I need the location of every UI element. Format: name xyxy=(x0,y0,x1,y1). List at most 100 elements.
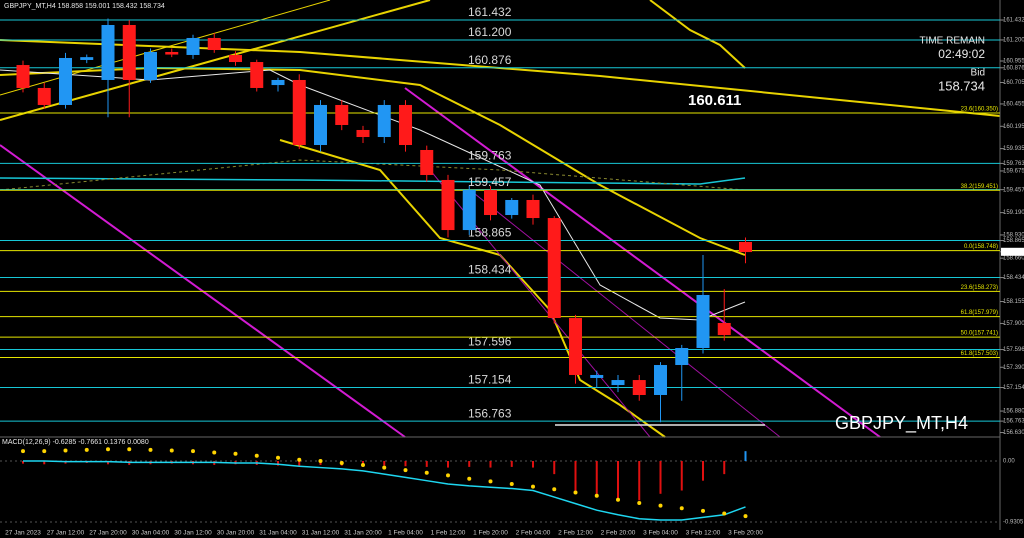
candle-body xyxy=(399,104,412,146)
signal-dot xyxy=(446,473,450,478)
cloud-line xyxy=(0,159,746,191)
signal-dot xyxy=(148,447,153,452)
candle-body xyxy=(590,374,604,378)
highlight-price: 160.611 xyxy=(688,92,741,109)
fib-label: 61.8(157.979) xyxy=(961,310,998,316)
x-tick-label: 2 Feb 04:00 xyxy=(516,530,551,537)
candle-body xyxy=(292,79,306,146)
x-tick-label: 27 Jan 2023 xyxy=(5,530,41,537)
signal-dot xyxy=(722,511,727,516)
y-tick-label: 157.154 xyxy=(1003,385,1024,391)
candle-body xyxy=(526,199,540,219)
macd-bar xyxy=(468,461,471,467)
macd-bar xyxy=(744,451,747,462)
fib-label: 0.0(158.748) xyxy=(964,244,998,250)
macd-bar xyxy=(595,461,598,496)
level-label: 158.865 xyxy=(468,226,512,240)
y-tick-label: 160.195 xyxy=(1003,124,1024,130)
signal-dot xyxy=(594,493,599,498)
candle-body xyxy=(505,199,519,216)
fib-label: 61.8(157.503) xyxy=(961,351,998,357)
candle-body xyxy=(37,87,51,105)
candle-body xyxy=(377,104,391,138)
y-tick-label: 158.865 xyxy=(1003,238,1024,244)
candle-body xyxy=(250,62,264,88)
macd-bar xyxy=(702,461,704,481)
candle-body xyxy=(122,24,136,80)
bid: 158.734 xyxy=(938,78,985,93)
macd-title: MACD(12,26,9) -0.6285 -0.7661 0.1376 0.0… xyxy=(2,439,149,446)
x-tick-label: 31 Jan 20:00 xyxy=(344,530,382,537)
signal-dot xyxy=(233,451,238,456)
candle-body xyxy=(165,51,179,55)
trend-line xyxy=(0,39,1001,117)
candle-body xyxy=(144,51,157,80)
candle-body xyxy=(696,294,710,349)
x-tick-label: 2 Feb 20:00 xyxy=(601,530,636,537)
candle-body xyxy=(59,57,72,105)
signal-dot xyxy=(743,514,748,519)
time-remain: 02:49:02 xyxy=(938,47,985,61)
x-tick-label: 30 Jan 20:00 xyxy=(217,530,255,537)
y-tick-label: 157.596 xyxy=(1003,347,1024,353)
y-tick-label: 158.930 xyxy=(1003,233,1024,239)
signal-dot xyxy=(42,449,47,454)
macd-bar xyxy=(574,461,577,491)
signal-dot xyxy=(552,487,557,492)
y-tick-label: 159.190 xyxy=(1003,210,1024,216)
signal-dot xyxy=(637,500,642,505)
x-tick-label: 1 Feb 12:00 xyxy=(431,530,466,537)
candle-body xyxy=(314,104,327,146)
signal-dot xyxy=(169,448,174,453)
signal-dot xyxy=(318,459,323,464)
macd-bar xyxy=(107,461,109,465)
macd-bar xyxy=(22,461,24,464)
y-tick-label: 157.900 xyxy=(1003,321,1024,327)
candle-body xyxy=(80,57,94,60)
y-tick-label: 158.155 xyxy=(1003,299,1024,305)
signal-dot xyxy=(616,497,620,502)
candle-body xyxy=(229,54,242,63)
signal-dot xyxy=(701,508,705,513)
candle-body xyxy=(547,218,561,319)
level-label: 159.763 xyxy=(468,149,512,163)
moving-average xyxy=(0,69,746,321)
level-label: 156.763 xyxy=(468,406,512,420)
candle-body xyxy=(632,380,646,395)
macd-line xyxy=(23,460,746,521)
candle-body xyxy=(101,24,115,80)
bid-label: Bid xyxy=(971,68,985,79)
macd-bar xyxy=(43,461,46,465)
candle-body xyxy=(569,318,582,375)
signal-dot xyxy=(403,468,408,473)
candle-body xyxy=(271,79,285,86)
x-tick-label: 30 Jan 04:00 xyxy=(132,530,170,537)
signal-dot xyxy=(276,455,280,460)
level-label: 160.876 xyxy=(468,53,512,67)
watermark: GBPJPY_MT,H4 xyxy=(835,413,968,434)
level-label: 161.200 xyxy=(468,25,512,39)
fib-label: 50.0(157.741) xyxy=(961,331,998,337)
signal-dot xyxy=(679,506,684,511)
macd-bar xyxy=(404,461,407,467)
candle-body xyxy=(16,65,30,88)
signal-dot xyxy=(254,453,259,458)
y-tick-label: 158.434 xyxy=(1003,275,1024,281)
y-tick-label: 159.763 xyxy=(1003,161,1024,167)
fib-label: 23.6(160.350) xyxy=(961,107,998,113)
y-tick-label: 160.705 xyxy=(1003,80,1024,86)
candle-body xyxy=(675,348,689,366)
signal-dot xyxy=(212,450,217,455)
candle-body xyxy=(654,365,667,395)
x-tick-label: 1 Feb 20:00 xyxy=(473,530,508,537)
band-line xyxy=(649,0,746,69)
x-tick-label: 3 Feb 20:00 xyxy=(728,530,763,537)
channel-line xyxy=(404,87,881,438)
chart-title: GBPJPY_MT,H4 158.858 159.001 158.432 158… xyxy=(4,3,165,10)
x-tick-label: 27 Jan 20:00 xyxy=(89,530,127,537)
y-tick-label: 160.955 xyxy=(1003,59,1024,65)
macd-bar xyxy=(680,461,683,491)
y-tick-label: 160.876 xyxy=(1003,65,1024,71)
y-tick-label: 156.763 xyxy=(1003,419,1024,425)
